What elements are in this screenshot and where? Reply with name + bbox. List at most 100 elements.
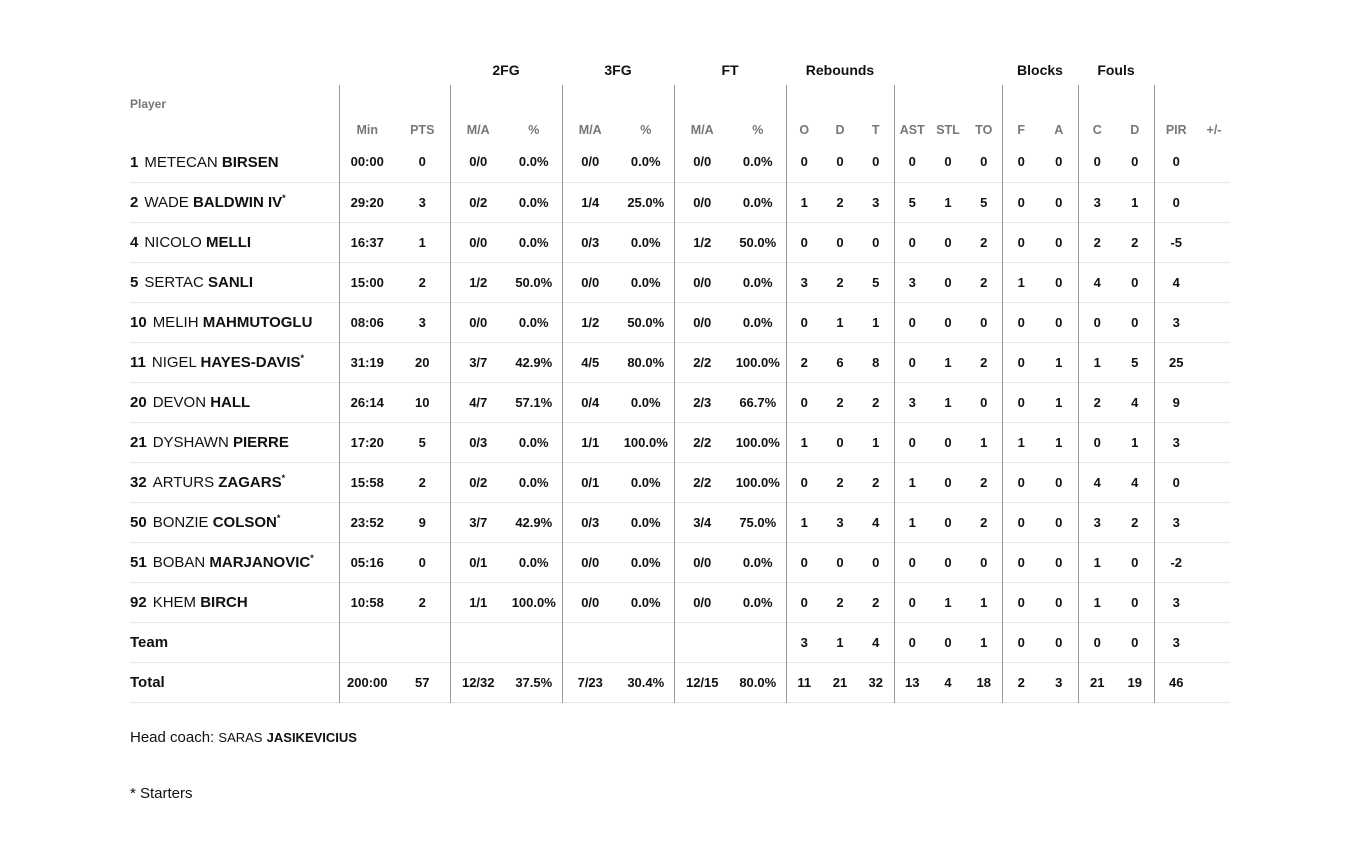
cell-blocks-against: 0	[1055, 194, 1063, 210]
cell-3fg-made-attempted: 0/3	[561, 502, 618, 542]
cell-blocks-for: 0	[1001, 142, 1040, 182]
cell-blocks-against: 1	[1055, 434, 1063, 450]
cell-2fg-pct: 42.9%	[515, 354, 553, 370]
total-row: Total 200:00 57 12/32 37.5% 7/23 30.4% 12/15 80.…	[130, 662, 1230, 702]
cell-plus-minus	[1198, 462, 1230, 502]
player-name[interactable]: 1 METECAN BIRSEN	[130, 142, 339, 182]
player-name[interactable]: 11 NIGEL HAYES-DAVIS*	[130, 342, 339, 382]
cell-pir: 4	[1153, 262, 1198, 302]
cell-min: 08:06	[338, 302, 395, 342]
player-number: 5	[130, 274, 139, 291]
cell-reb-off: 0	[785, 142, 822, 182]
player-row: 11 NIGEL HAYES-DAVIS* 31:19 20 3/7 42.9% 4/5 80…	[130, 342, 1230, 382]
player-name[interactable]: 10 MELIH MAHMUTOGLU	[130, 302, 339, 342]
cell-2fg-made-attempted: 12/32	[449, 662, 506, 702]
player-number: 51	[130, 554, 147, 571]
cell-pir: 3	[1153, 302, 1198, 342]
player-name[interactable]: 2 WADE BALDWIN IV*	[130, 182, 339, 222]
cell-reb-total: 5	[872, 274, 880, 290]
header-assists: AST	[893, 85, 930, 142]
player-row: 1 METECAN BIRSEN 00:00 0 0/0 0.0% 0/0 0.0% 0/0 0.…	[130, 142, 1230, 182]
cell-steals: 0	[944, 474, 952, 490]
cell-2fg-made-attempted: 0/3	[449, 422, 506, 462]
cell-plus-minus	[1198, 222, 1230, 262]
head-coach: Head coach: SARAS JASIKEVICIUS	[130, 729, 357, 746]
cell-3fg-made-attempted: 7/23	[561, 662, 618, 702]
cell-reb-off: 0	[785, 542, 822, 582]
player-name[interactable]: 92 KHEM BIRCH	[130, 582, 339, 622]
cell-2fg-made-attempted: 0/0	[449, 222, 506, 262]
cell-blocks-for: 1	[1001, 422, 1040, 462]
header-fouls-committed: C	[1077, 85, 1116, 142]
player-row: 2 WADE BALDWIN IV* 29:20 3 0/2 0.0% 1/4 25.0% 0/…	[130, 182, 1230, 222]
cell-reb-def: 1	[836, 314, 844, 330]
cell-steals: 0	[944, 554, 952, 570]
cell-reb-total: 0	[872, 554, 880, 570]
player-name[interactable]: 5 SERTAC SANLI	[130, 262, 339, 302]
player-last-name: BIRSEN	[221, 153, 279, 171]
cell-plus-minus	[1198, 262, 1230, 302]
cell-2fg-made-attempted	[449, 622, 506, 662]
cell-pir: -2	[1153, 542, 1198, 582]
player-first-name: SERTAC	[144, 274, 204, 291]
group-blocks: Blocks	[1017, 62, 1063, 78]
cell-steals: 0	[944, 274, 952, 290]
cell-fouls-committed: 0	[1077, 422, 1116, 462]
cell-reb-total: 3	[872, 194, 880, 210]
cell-reb-def: 2	[836, 194, 844, 210]
player-last-name: MAHMUTOGLU	[202, 314, 313, 331]
total-label: Total	[130, 673, 165, 691]
cell-reb-off: 11	[785, 662, 822, 702]
cell-fouls-committed: 2	[1077, 382, 1116, 422]
cell-2fg-pct	[506, 622, 562, 662]
cell-pts: 10	[415, 394, 430, 410]
player-name[interactable]: 20 DEVON HALL	[130, 382, 339, 422]
player-last-name: PIERRE	[232, 434, 289, 451]
starter-mark: *	[300, 353, 305, 363]
player-row: 10 MELIH MAHMUTOGLU 08:06 3 0/0 0.0% 1/2 50.0% 0…	[130, 302, 1230, 342]
player-number: 21	[130, 434, 147, 451]
cell-3fg-pct: 0.0%	[630, 474, 661, 490]
cell-3fg-made-attempted: 0/0	[561, 262, 618, 302]
player-first-name: DYSHAWN	[152, 434, 229, 451]
cell-ft-pct: 100.0%	[735, 474, 780, 490]
cell-2fg-pct: 0.0%	[518, 194, 549, 210]
player-name[interactable]: 4 NICOLO MELLI	[130, 222, 339, 262]
cell-ft-made-attempted: 0/0	[673, 262, 730, 302]
cell-3fg-pct: 50.0%	[627, 314, 665, 330]
cell-2fg-pct: 100.0%	[511, 594, 556, 610]
cell-blocks-against: 0	[1055, 274, 1063, 290]
cell-pts: 3	[418, 314, 426, 330]
cell-ft-pct: 50.0%	[739, 234, 777, 250]
cell-pir: 25	[1153, 342, 1198, 382]
cell-steals: 0	[944, 154, 952, 170]
player-row: 20 DEVON HALL 26:14 10 4/7 57.1% 0/4 0.0% 2/3 66.…	[130, 382, 1230, 422]
group-3fg: 3FG	[604, 62, 632, 78]
cell-ft-made-attempted: 0/0	[673, 582, 730, 622]
player-name[interactable]: 50 BONZIE COLSON*	[130, 502, 339, 542]
player-first-name: NICOLO	[144, 234, 202, 251]
player-number: 1	[130, 153, 139, 171]
cell-3fg-made-attempted: 0/0	[561, 582, 618, 622]
cell-fouls-committed: 0	[1077, 302, 1116, 342]
cell-ft-pct	[730, 622, 786, 662]
cell-reb-def: 21	[832, 674, 848, 690]
player-name[interactable]: 21 DYSHAWN PIERRE	[130, 422, 339, 462]
cell-plus-minus	[1198, 342, 1230, 382]
header-pir: PIR	[1153, 85, 1198, 142]
player-first-name: ARTURS	[152, 474, 215, 491]
cell-blocks-against: 1	[1055, 394, 1063, 410]
cell-fouls-drawn: 0	[1131, 314, 1139, 330]
player-name[interactable]: 51 BOBAN MARJANOVIC*	[130, 542, 339, 582]
cell-plus-minus	[1198, 542, 1230, 582]
cell-3fg-made-attempted: 1/2	[561, 302, 618, 342]
cell-pir: 9	[1153, 382, 1198, 422]
player-first-name: MELIH	[152, 314, 199, 331]
boxscore: 2FG 3FG FT Rebounds Blocks Fouls Player M…	[130, 60, 1230, 703]
player-name[interactable]: 32 ARTURS ZAGARS*	[130, 462, 339, 502]
starter-mark: *	[310, 553, 314, 563]
cell-turnovers: 2	[980, 354, 988, 370]
player-row: 50 BONZIE COLSON* 23:52 9 3/7 42.9% 0/3 0.0% 3/4…	[130, 502, 1230, 542]
cell-reb-def: 0	[836, 554, 844, 570]
cell-3fg-made-attempted: 4/5	[561, 342, 618, 382]
